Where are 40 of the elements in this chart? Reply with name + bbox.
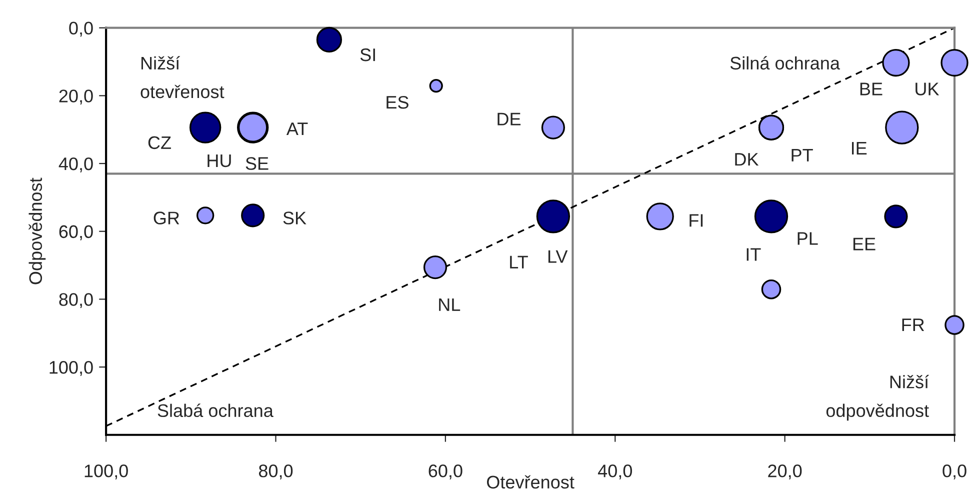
- data-label: SI: [360, 48, 375, 62]
- x-tick-label: 0,0: [942, 464, 966, 480]
- x-tick-label: 80,0: [258, 464, 293, 480]
- annotation: Nižší otevřenost: [140, 56, 224, 98]
- y-tick-label: 0,0: [69, 22, 93, 37]
- data-label: ES: [386, 96, 408, 109]
- data-label: IE: [852, 142, 867, 154]
- y-tick-label: 60,0: [59, 225, 93, 240]
- data-label: SE: [246, 157, 268, 170]
- data-label: BE: [860, 82, 882, 96]
- y-tick-label: 100,0: [50, 360, 93, 376]
- data-label: LV: [548, 250, 568, 263]
- data-label: GR: [154, 212, 180, 224]
- x-tick-label: 60,0: [428, 464, 462, 480]
- x-axis-title: Otevřenost: [486, 475, 574, 489]
- data-label: FR: [902, 318, 924, 332]
- data-label: SK: [283, 212, 306, 224]
- data-label: FI: [690, 214, 703, 227]
- data-label: IT: [746, 248, 761, 261]
- annotation: LT: [510, 256, 528, 268]
- y-tick-label: 20,0: [59, 90, 93, 105]
- x-tick-label: 100,0: [84, 464, 128, 480]
- data-label: DK: [735, 153, 759, 166]
- data-label: DE: [498, 112, 521, 126]
- data-label: CZ: [148, 136, 171, 150]
- data-label: PT: [792, 148, 813, 162]
- x-tick-label: 20,0: [768, 464, 802, 480]
- data-label: PL: [798, 232, 818, 245]
- data-label: EE: [853, 238, 876, 250]
- annotation: HU: [208, 154, 231, 168]
- y-tick-label: 40,0: [58, 157, 93, 172]
- data-label: NL: [439, 298, 460, 311]
- annotation: Silná ochrana: [730, 56, 840, 70]
- annotation: Nižší odpovědnost: [826, 374, 929, 421]
- x-tick-label: 40,0: [598, 464, 632, 480]
- y-tick-label: 80,0: [59, 293, 93, 308]
- data-label: AT: [286, 122, 308, 136]
- annotation: Slabá ochrana: [158, 404, 274, 418]
- data-label: UK: [916, 82, 940, 96]
- y-axis-title: Odpovědnost: [28, 178, 46, 284]
